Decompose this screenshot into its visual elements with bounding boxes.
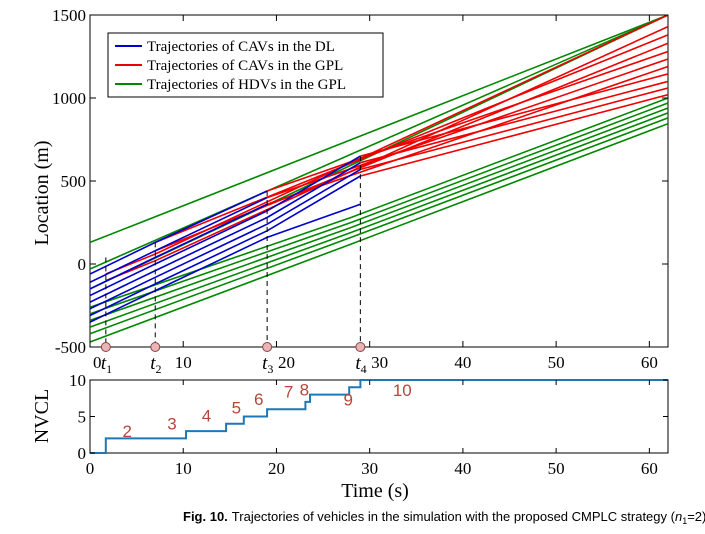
top-ytick-label-3: 1000 — [52, 89, 86, 108]
cav-gpl-trajectory-9 — [360, 87, 668, 171]
time-marker-label-2: t2 — [150, 353, 161, 376]
time-x-label: Time (s) — [341, 480, 409, 502]
top-xtick-label-5: 50 — [548, 353, 565, 372]
top-ytick-label-0: -500 — [55, 338, 86, 357]
top-xtick-label-1: 10 — [175, 353, 192, 372]
nvcl-count-label-5: 7 — [284, 383, 293, 402]
cav-gpl-trajectory-7 — [360, 73, 668, 157]
trajectory-axis-ticks: 0 10 20 30 40 50 60 -500 0 500 1000 1500 — [52, 6, 668, 372]
cav-dl-trajectory-0 — [90, 190, 268, 275]
top-xtick-label-0: 0 — [93, 353, 102, 372]
bot-ytick-label-0: 0 — [78, 444, 87, 463]
cav-gpl-trajectory-2 — [154, 34, 668, 244]
nvcl-plot-frame — [89, 379, 669, 454]
cav-dl-trajectory-2 — [90, 203, 268, 290]
top-xtick-label-2: 20 — [278, 353, 295, 372]
bot-xtick-label-5: 50 — [548, 459, 565, 478]
cav-dl-trajectory-7 — [90, 203, 361, 323]
top-xtick-label-4: 40 — [454, 353, 471, 372]
caption-text: Trajectories of vehicles in the simulati… — [232, 509, 676, 524]
caption-n: n — [675, 509, 682, 524]
nvcl-annotations: 2 3 4 5 6 7 89 10 — [123, 380, 412, 441]
time-marker-label-1: t1 — [101, 353, 112, 376]
bot-xtick-label-4: 40 — [454, 459, 471, 478]
hdv-trajectory-upper-1 — [90, 15, 668, 270]
nvcl-count-label-2: 4 — [202, 407, 211, 426]
top-ytick-label-2: 500 — [61, 172, 87, 191]
cav-dl-trajectory-5 — [90, 168, 361, 310]
nvcl-count-label-3: 5 — [232, 399, 241, 418]
bot-xtick-label-3: 30 — [361, 459, 378, 478]
bot-xtick-label-0: 0 — [86, 459, 95, 478]
nvcl-y-label: NVCL — [31, 389, 53, 443]
hdv-trajectory-lower-1 — [90, 102, 668, 315]
cav-dl-trajectory-6 — [90, 175, 361, 317]
cav-gpl-trajectory-8 — [360, 80, 668, 164]
cav-gpl-trajectory-6 — [266, 65, 668, 205]
caption-n-sub: 1 — [682, 516, 687, 526]
top-ytick-label-4: 1500 — [52, 6, 86, 25]
cav-dl-trajectory-1 — [90, 196, 268, 284]
legend: Trajectories of CAVs in the DL Trajector… — [107, 32, 384, 98]
hdv-trajectory-upper-0 — [90, 15, 668, 244]
nvcl-axis-ticks: 0 10 20 30 40 50 60 0 5 10 — [69, 371, 668, 478]
bot-xtick-label-6: 60 — [641, 459, 658, 478]
top-xtick-label-6: 60 — [641, 353, 658, 372]
nvcl-count-label-0: 2 — [123, 422, 132, 441]
bot-xtick-label-2: 20 — [268, 459, 285, 478]
top-ytick-label-1: 0 — [78, 255, 87, 274]
nvcl-step-line — [90, 379, 668, 454]
bot-ytick-label-2: 10 — [69, 371, 86, 390]
cav-gpl-trajectory-5 — [266, 58, 668, 199]
hdv-trajectory-lower-5 — [90, 122, 668, 343]
caption-n-eq: =2) — [687, 509, 705, 524]
time-marker-dot-4 — [355, 342, 366, 352]
bot-xtick-label-1: 10 — [175, 459, 192, 478]
hdv-trajectory-lower-3 — [90, 112, 668, 328]
cav-dl-trajectory-3 — [90, 155, 361, 297]
legend-label-cav-gpl: Trajectories of CAVs in the GPL — [147, 58, 343, 74]
nvcl-count-label-8: 10 — [393, 381, 412, 400]
cav-gpl-trajectory-10 — [360, 93, 668, 177]
nvcl-series — [90, 379, 668, 454]
legend-box — [107, 32, 384, 98]
time-marker-dot-1 — [100, 342, 111, 352]
hdv-trajectory-lower-4 — [90, 117, 668, 335]
time-marker-label-3: t3 — [262, 353, 273, 376]
legend-label-hdv-gpl: Trajectories of HDVs in the GPL — [147, 77, 346, 93]
legend-label-dl: Trajectories of CAVs in the DL — [147, 39, 335, 55]
hdv-trajectory-lower-0 — [90, 97, 668, 308]
time-marker-dot-3 — [262, 342, 273, 352]
nvcl-count-label-4: 6 — [254, 390, 263, 409]
caption-prefix: Fig. 10. — [183, 509, 228, 524]
bot-ytick-label-1: 5 — [78, 408, 87, 427]
hdv-trajectory-lower-2 — [90, 107, 668, 322]
time-markers: t1 t2 t3 t4 — [100, 156, 367, 376]
nvcl-count-label-7: 9 — [344, 391, 353, 410]
nvcl-count-label-1: 3 — [167, 415, 176, 434]
cav-dl-trajectory-4 — [90, 162, 361, 303]
time-marker-label-4: t4 — [355, 353, 366, 376]
top-xtick-label-3: 30 — [371, 353, 388, 372]
nvcl-count-label-6: 8 — [300, 380, 309, 399]
figure-caption: Fig. 10. Trajectories of vehicles in the … — [183, 509, 705, 526]
cav-gpl-trajectory-4 — [266, 50, 668, 192]
time-marker-dot-2 — [150, 342, 161, 352]
trajectory-y-label: Location (m) — [31, 141, 53, 246]
